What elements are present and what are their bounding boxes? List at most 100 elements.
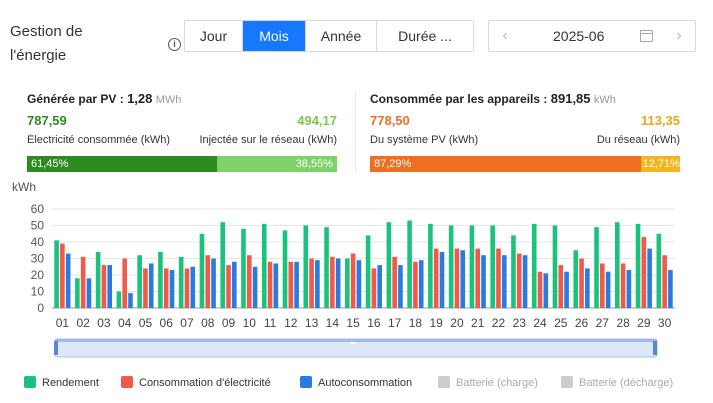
tab-duration[interactable]: Durée ... [377, 21, 473, 51]
legend-item[interactable]: Rendement [24, 376, 99, 389]
bar-consommation [371, 268, 377, 308]
x-tick-label: 03 [97, 316, 111, 330]
bar-consommation [288, 261, 294, 308]
selected-month[interactable]: 2025-06 [553, 28, 605, 44]
pv-ratio-segment: 87,29% [370, 156, 641, 172]
bar-autoconsommation [252, 266, 258, 308]
legend-item[interactable]: Batterie (charge) [438, 376, 538, 389]
x-tick-label: 14 [326, 316, 340, 330]
tab-day[interactable]: Jour [185, 21, 243, 51]
x-tick-label: 16 [367, 316, 381, 330]
bar-consommation [392, 256, 397, 308]
x-tick-label: 05 [139, 316, 153, 330]
bar-rendement [531, 223, 537, 308]
bar-autoconsommation [585, 268, 590, 308]
bar-autoconsommation [543, 273, 549, 308]
bar-autoconsommation [668, 270, 673, 308]
zoom-scrollbar-top-edge[interactable] [55, 339, 657, 342]
x-tick-label: 11 [264, 316, 277, 330]
bar-autoconsommation [169, 270, 175, 308]
bar-consommation [558, 265, 564, 308]
month-picker[interactable]: ‹ 2025-06 › [488, 20, 696, 52]
legend-label: Batterie (charge) [456, 377, 538, 389]
bar-autoconsommation [294, 261, 299, 308]
bar-rendement [428, 223, 433, 308]
tab-month[interactable]: Mois [243, 21, 306, 51]
bar-consommation [267, 261, 273, 308]
zoom-handle-left[interactable] [54, 341, 58, 355]
bar-consommation [184, 268, 190, 308]
bar-autoconsommation [377, 265, 382, 308]
x-tick-label: 10 [243, 316, 257, 330]
bar-autoconsommation [211, 258, 216, 308]
bar-consommation [60, 243, 65, 308]
bar-consommation [143, 268, 148, 308]
calendar-icon[interactable] [640, 30, 653, 42]
bar-autoconsommation [86, 278, 92, 308]
x-tick-label: 20 [450, 316, 464, 330]
bar-consommation [246, 255, 252, 308]
bar-consommation [662, 255, 667, 308]
bar-rendement [95, 251, 101, 308]
bar-rendement [365, 235, 371, 308]
bar-rendement [511, 235, 516, 308]
bar-consommation [537, 271, 543, 308]
from-pv-value: 778,50 [370, 113, 410, 128]
bar-autoconsommation [190, 266, 196, 308]
chevron-left-icon[interactable]: ‹ [502, 27, 508, 44]
consumed-ratio-segment: 61,45% [27, 156, 218, 172]
bar-consommation [496, 248, 501, 308]
bar-rendement [199, 233, 205, 308]
bar-rendement [241, 228, 246, 308]
generated-unit: MWh [155, 94, 182, 106]
chevron-right-icon[interactable]: › [676, 27, 682, 44]
bar-rendement [220, 222, 226, 308]
y-tick-label: 0 [37, 301, 44, 315]
bar-rendement [386, 222, 392, 308]
bar-consommation [309, 258, 314, 308]
x-tick-label: 26 [575, 316, 589, 330]
bar-autoconsommation [315, 260, 320, 308]
bar-consommation [600, 263, 605, 308]
legend-item[interactable]: Consommation d'électricité [121, 376, 271, 389]
zoom-handle-right[interactable] [653, 341, 657, 355]
consumed-electricity-value: 787,59 [27, 113, 67, 128]
bar-autoconsommation [481, 255, 486, 308]
y-tick-label: 60 [31, 202, 45, 216]
legend-label: Autoconsommation [318, 377, 413, 389]
legend-item[interactable]: Batterie (décharge) [561, 376, 673, 389]
from-pv-label: Du système PV (kWh) [370, 134, 479, 146]
x-tick-label: 23 [513, 316, 527, 330]
drag-handle-icon[interactable] [350, 342, 356, 344]
daily-energy-chart: 0 10 20 30 40 50 60 01 02 03 04 05 06 07 08 09 10 11 12 13 1… [31, 202, 675, 358]
generated-summary-title: Générée par PV : 1,28 MWh [27, 91, 181, 106]
bar-consommation [620, 263, 626, 308]
bar-autoconsommation [626, 270, 632, 308]
bar-autoconsommation [647, 248, 652, 308]
bar-rendement [324, 227, 329, 308]
y-tick-label: 50 [31, 219, 45, 233]
bar-rendement [178, 256, 184, 308]
bar-rendement [552, 225, 558, 308]
y-tick-label: 20 [31, 268, 45, 282]
x-tick-label: 06 [160, 316, 174, 330]
bar-autoconsommation [273, 263, 279, 308]
tab-year[interactable]: Année [306, 21, 377, 51]
bar-autoconsommation [356, 260, 362, 308]
legend-item[interactable]: Autoconsommation [300, 376, 412, 389]
y-tick-label: 30 [31, 252, 45, 266]
x-tick-label: 21 [471, 316, 485, 330]
x-tick-label: 24 [533, 316, 547, 330]
bar-rendement [469, 225, 475, 308]
from-grid-label: Du réseau (kWh) [596, 134, 680, 146]
bar-rendement [573, 250, 579, 308]
bar-autoconsommation [418, 260, 424, 308]
x-tick-label: 19 [430, 316, 444, 330]
bar-autoconsommation [107, 265, 113, 308]
bar-consommation [579, 258, 584, 308]
info-icon[interactable]: i [168, 38, 181, 51]
x-tick-label: 04 [118, 316, 132, 330]
bar-rendement [614, 222, 620, 308]
bar-rendement [116, 291, 122, 308]
bar-consommation [163, 268, 169, 308]
